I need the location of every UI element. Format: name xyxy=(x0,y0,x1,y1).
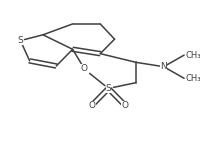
Text: O: O xyxy=(88,101,95,110)
Text: O: O xyxy=(80,64,87,73)
Text: CH₃: CH₃ xyxy=(184,74,200,83)
Text: O: O xyxy=(121,101,128,110)
Text: CH₃: CH₃ xyxy=(184,51,200,60)
Text: S: S xyxy=(105,84,111,93)
Text: S: S xyxy=(18,36,23,45)
Text: N: N xyxy=(160,62,166,71)
